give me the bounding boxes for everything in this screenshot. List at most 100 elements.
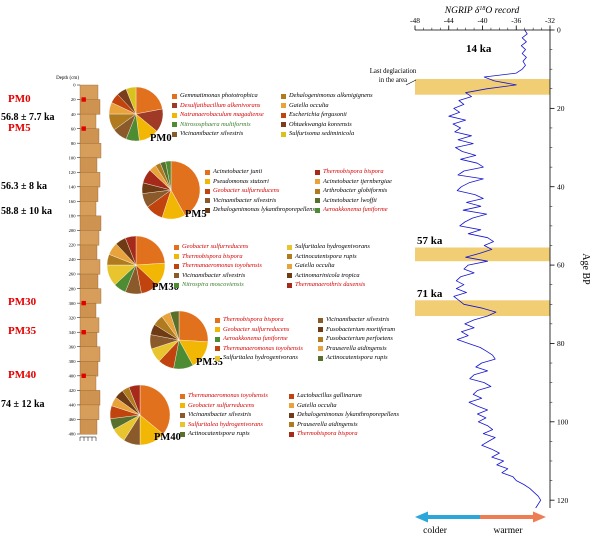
legend-item: Sulfuritalea hydrogenivorans (215, 354, 298, 362)
legend-swatch (281, 112, 286, 118)
pie-slice (125, 235, 137, 266)
legend-taxon-name: Sulfurisoma sediminicola (289, 130, 355, 138)
legend-swatch (172, 103, 177, 109)
legend-item: Thermobispora bispora (289, 430, 358, 438)
y-tick-label: 60 (557, 261, 565, 270)
pie-slices-group (106, 86, 209, 446)
legend-swatch (315, 169, 320, 175)
legend-taxon-name: Pseudomonas stutzeri (213, 177, 269, 185)
legend-taxon-name: Acinetobacter junii (213, 168, 263, 175)
legend-taxon-name: Actinocatenispora rupis (326, 354, 388, 362)
legend-item: Acinetobacter junii (205, 168, 262, 176)
legend-swatch (215, 346, 220, 352)
depth-tick-label: 440 (69, 403, 77, 408)
temperature-arrows-group (415, 511, 546, 523)
pie-slice (139, 384, 171, 435)
warmer-label: warmer (493, 526, 523, 536)
legend-taxon-name: Sulfuritalea hydrogenivorans (295, 243, 370, 250)
pie-chart-label: PM35 (196, 357, 223, 368)
legend-item: Prauserella aidingensis (289, 421, 358, 429)
pie-chart-label: PM0 (150, 133, 172, 144)
legend-item: Fusobacterium mortiferum (318, 326, 395, 334)
legend-taxon-name: Arthrobacter globiformis (323, 187, 388, 195)
depth-axis-label: Depth (cm) (56, 76, 79, 81)
legend-swatch (318, 317, 323, 323)
legend-item: Prauserella aidingensis (318, 345, 387, 353)
y-tick-label: 120 (557, 496, 569, 505)
legend-swatch (318, 327, 323, 333)
y-tick-label: 20 (557, 104, 565, 113)
legend-taxon-name: Fusobacterium perfoetens (326, 335, 393, 343)
x-tick-label: -32 (545, 16, 555, 25)
age-label: 56.8 ± 7.7 ka (1, 111, 55, 123)
legend-swatch (287, 282, 292, 288)
legend-item: Thermobispora bispora (315, 168, 384, 176)
legend-taxon-name: Nitrososphaera multiformis (180, 120, 251, 128)
legend-item: Gaiella occulta (289, 402, 337, 410)
legend-taxon-name: Sulfuritalea hydrogenivorans (188, 420, 263, 428)
legend-item: Gaiella occulta (287, 262, 335, 270)
legend-swatch (318, 336, 323, 342)
legend-item: Vicinamibacter silvestris (180, 411, 251, 419)
ngrip-chart: -48 -44 -40 -36 -320 20 40 60 80 100 120 14 ka 57 k… (370, 6, 591, 536)
x-tick-label: -44 (444, 16, 454, 25)
depth-tick-label: 420 (69, 388, 77, 393)
legend-taxon-name: Aeroakkonema funiforme (323, 206, 388, 214)
legend-item: Acinetobacter tjernbergiae (315, 178, 392, 186)
colder-label: colder (423, 526, 448, 536)
depth-tick-label: 280 (69, 286, 77, 291)
legend-item: Escherichia fergusonii (281, 111, 347, 119)
legend-item: Gaiella occulta (281, 102, 329, 110)
legend-item: Geobacter sulfurreducens (205, 187, 279, 195)
legend-item: Aeroakkonema funiforme (215, 335, 288, 343)
legend-taxon-name: Nitrospira moscoviensis (182, 281, 244, 289)
column-layers (79, 84, 102, 435)
legend-swatch (289, 431, 294, 437)
legend-taxon-name: Prauserella aidingensis (326, 344, 387, 352)
legend-swatch (205, 207, 210, 213)
depth-tick-label: 180 (69, 214, 77, 219)
legend-item: Thermanaerothrix daxensis (287, 281, 365, 289)
depth-tick-label: 100 (69, 155, 77, 160)
ngrip-curve-line (448, 29, 542, 509)
legend-taxon-name: Gaiella occulta (295, 262, 335, 270)
age-label: 56.3 ± 8 ka (1, 180, 48, 192)
legend-item: Fusobacterium perfoetens (318, 335, 393, 343)
legend-taxon-name: Geobacter sulfurreducens (188, 401, 255, 409)
legend-taxon-name: Escherichia fergusonii (289, 111, 347, 119)
deglaciation-note-line2: in the area (379, 77, 407, 84)
legend-item: Dehalogenimonas lykanthroporepellens (289, 411, 399, 419)
sample-depth-marker (81, 373, 86, 378)
x-tick-label: -36 (511, 16, 521, 25)
ngrip-title: NGRIP δ18O record (444, 6, 520, 16)
depth-tick-label: 320 (69, 315, 77, 320)
pie-chart-label: PM5 (185, 209, 207, 220)
band-labels-group: 14 ka 57 ka 71 ka (417, 43, 492, 300)
legend-taxon-name: Natranaerobaculum magadiense (180, 111, 264, 119)
legend-swatch (315, 188, 320, 194)
legend-swatch (215, 317, 220, 323)
legend-item: Natranaerobaculum magadiense (172, 111, 264, 119)
legend-item: Geobacter sulfurreducens (215, 326, 289, 334)
band-age-label: 71 ka (417, 288, 443, 300)
legend-swatch (180, 431, 185, 437)
pie-slice (170, 160, 201, 216)
legend-taxon-name: Gemmatimonas phototrophica (180, 92, 258, 99)
legend-item: Nitrososphaera multiformis (172, 121, 251, 129)
legend-item: Sulfuritalea hydrogenivorans (180, 421, 263, 429)
sample-label: PM30 (8, 296, 37, 309)
pie-slice (135, 86, 163, 115)
legend-item: Actinocatenispora rupis (180, 430, 250, 438)
sample-label: PM0 (8, 92, 31, 105)
depth-tick-label: 200 (69, 228, 77, 233)
depth-tick-label: 40 (71, 112, 76, 117)
legend-item: Acinetobacter lwoffii (315, 197, 377, 205)
legend-swatch (174, 254, 179, 260)
pie-slice (135, 235, 166, 266)
sample-depth-marker (81, 300, 86, 306)
legend-item: Pseudomonas stutzeri (205, 178, 269, 186)
legend-taxon-name: Thermanaeromonas toyohensis (182, 262, 262, 270)
legend-swatch (281, 103, 286, 109)
legend-taxon-name: Thermanaeromonas toyohensis (223, 344, 303, 352)
